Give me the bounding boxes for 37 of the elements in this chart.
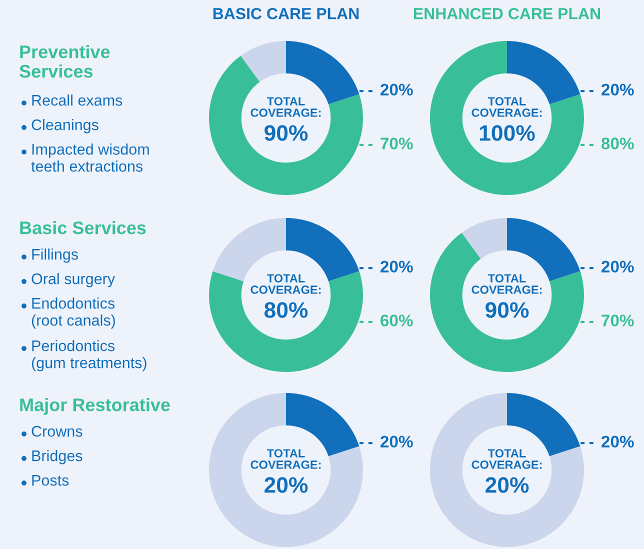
text: Periodontics (gum treatments) — [32, 340, 146, 372]
text: 20% — [486, 477, 529, 493]
text: TOTAL COVERAGE: — [472, 449, 542, 469]
text: 90% — [264, 125, 308, 141]
chart-title: BASIC CARE PLAN — [213, 8, 359, 20]
text: 80% — [264, 302, 308, 318]
data-label: 20% — [602, 84, 634, 96]
text: TOTAL COVERAGE: — [472, 274, 542, 294]
text: Posts — [32, 475, 69, 486]
text: Cleanings — [32, 119, 98, 134]
text: Oral surgery — [32, 273, 116, 288]
text: Basic Services — [20, 221, 146, 234]
text: 20% — [264, 477, 308, 493]
chart-title: ENHANCED CARE PLAN — [414, 8, 600, 20]
data-label: 70% — [602, 314, 634, 326]
data-label: 80% — [601, 138, 634, 150]
text: 90% — [486, 302, 529, 318]
text: Major Restorative — [20, 398, 170, 415]
data-label: 20% — [380, 436, 413, 448]
text: Impacted wisdom teeth extractions — [31, 144, 149, 172]
data-label: 60% — [380, 314, 413, 326]
text: Fillings — [32, 248, 78, 263]
data-label: 20% — [602, 260, 634, 273]
text: TOTAL COVERAGE: — [250, 449, 321, 469]
data-label: 20% — [602, 436, 634, 448]
text: TOTAL COVERAGE: — [250, 274, 321, 294]
text: Preventive Services — [20, 45, 110, 78]
text: TOTAL COVERAGE: — [472, 97, 542, 117]
data-label: 20% — [380, 260, 413, 273]
text: TOTAL COVERAGE: — [250, 97, 321, 117]
text: 100% — [480, 125, 535, 141]
text: Endodontics (root canals) — [32, 298, 115, 329]
data-label: 20% — [380, 84, 413, 96]
text: Crowns — [32, 426, 82, 437]
data-label: 70% — [380, 138, 413, 150]
text: Recall exams — [32, 94, 122, 106]
text: Bridges — [32, 450, 82, 464]
